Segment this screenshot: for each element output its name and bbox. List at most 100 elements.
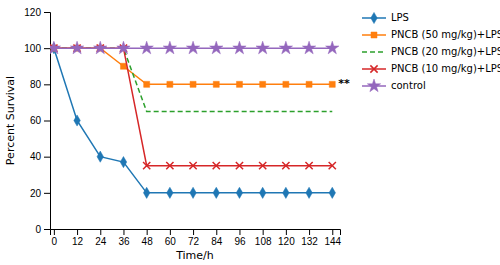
- tick-label: 0: [52, 236, 58, 247]
- legend-marker: [367, 79, 380, 92]
- tick-mark: [309, 229, 310, 235]
- tick-mark: [44, 121, 50, 122]
- tick-mark: [286, 229, 287, 235]
- marker: [213, 187, 219, 198]
- legend-item: LPS: [362, 12, 409, 24]
- marker: [186, 41, 199, 54]
- marker: [260, 81, 266, 87]
- marker: [236, 81, 242, 87]
- marker: [256, 41, 269, 54]
- legend: LPS PNCB (50 mg/kg)+LPS PNCB (20 mg/kg)+LP…: [362, 12, 500, 92]
- legend-marker: [370, 65, 377, 72]
- tick-mark: [170, 229, 171, 235]
- markers: [50, 45, 336, 170]
- tick: 96: [234, 229, 246, 247]
- marker: [120, 63, 126, 69]
- tick-mark: [100, 229, 101, 235]
- legend-label: PNCB (50 mg/kg)+LPS: [391, 29, 500, 40]
- tick-label: 40: [30, 151, 42, 162]
- tick-mark: [44, 193, 50, 194]
- marker: [213, 81, 219, 87]
- annotation: **: [338, 77, 350, 90]
- marker: [283, 81, 289, 87]
- marker: [302, 41, 315, 54]
- marker: [236, 187, 242, 198]
- marker: [306, 187, 312, 198]
- marker: [259, 187, 265, 198]
- line: [54, 48, 332, 193]
- tick-label: 36: [118, 236, 130, 247]
- tick: 0: [35, 224, 50, 235]
- tick: 80: [30, 79, 50, 90]
- tick-label: 60: [30, 115, 42, 126]
- marker: [167, 81, 173, 87]
- marker: [74, 115, 80, 126]
- legend-marker: [371, 12, 377, 23]
- marker: [140, 41, 153, 54]
- tick-label: 96: [234, 236, 246, 247]
- x-axis-title: Time/h: [175, 249, 214, 262]
- marker: [120, 157, 126, 168]
- tick-label: 48: [142, 236, 154, 247]
- tick-mark: [44, 229, 50, 230]
- marker: [326, 41, 339, 54]
- tick-mark: [239, 229, 240, 235]
- tick: 132: [301, 229, 318, 247]
- marker: [329, 187, 335, 198]
- chart: 0122436486072849610812013214402040608010…: [0, 0, 500, 265]
- tick-label: 24: [95, 236, 107, 247]
- plot: 0122436486072849610812013214402040608010…: [4, 7, 500, 262]
- marker: [143, 187, 149, 198]
- tick-mark: [44, 12, 50, 13]
- tick-mark: [44, 84, 50, 85]
- tick: 144: [324, 229, 341, 247]
- tick-label: 100: [24, 43, 41, 54]
- marker: [190, 81, 196, 87]
- legend-item: PNCB (50 mg/kg)+LPS: [362, 29, 500, 40]
- line: [54, 48, 332, 111]
- marker: [213, 162, 220, 169]
- tick-label: 144: [324, 236, 341, 247]
- marker: [282, 162, 289, 169]
- line: [54, 48, 332, 84]
- marker: [50, 41, 61, 54]
- marker: [70, 41, 83, 54]
- tick-label: 20: [30, 188, 42, 199]
- tick: 0: [52, 229, 58, 247]
- tick: 72: [188, 229, 200, 247]
- tick-label: 120: [24, 7, 41, 18]
- tick: 48: [142, 229, 154, 247]
- marker: [210, 41, 223, 54]
- tick-mark: [216, 229, 217, 235]
- tick-label: 72: [188, 236, 200, 247]
- marker: [94, 41, 107, 54]
- tick-mark: [147, 229, 148, 235]
- tick: 12: [72, 229, 84, 247]
- markers: [50, 41, 339, 54]
- y-axis: 0 20 40 60 80 100 120: [24, 7, 50, 235]
- legend-marker: [371, 32, 377, 38]
- marker: [305, 162, 312, 169]
- marks: [50, 41, 339, 198]
- tick-label: 60: [165, 236, 177, 247]
- tick-label: 108: [255, 236, 272, 247]
- tick: 60: [30, 115, 50, 126]
- legend-item: control: [362, 79, 426, 92]
- tick-mark: [44, 48, 50, 49]
- markers: [51, 45, 335, 87]
- x-axis: 01224364860728496108120132144: [51, 229, 342, 247]
- tick-mark: [54, 229, 55, 235]
- legend-label: PNCB (10 mg/kg)+LPS: [391, 63, 500, 74]
- axis-line: [44, 13, 51, 230]
- marker: [233, 41, 246, 54]
- marker: [329, 81, 335, 87]
- tick: 120: [278, 229, 295, 247]
- tick-mark: [332, 229, 333, 235]
- tick-mark: [123, 229, 124, 235]
- legend-label: control: [391, 80, 426, 91]
- legend-item: PNCB (20 mg/kg)+LPS: [362, 46, 500, 57]
- marker: [189, 162, 196, 169]
- marker: [97, 151, 103, 162]
- markers: [51, 43, 336, 199]
- marker: [143, 162, 150, 169]
